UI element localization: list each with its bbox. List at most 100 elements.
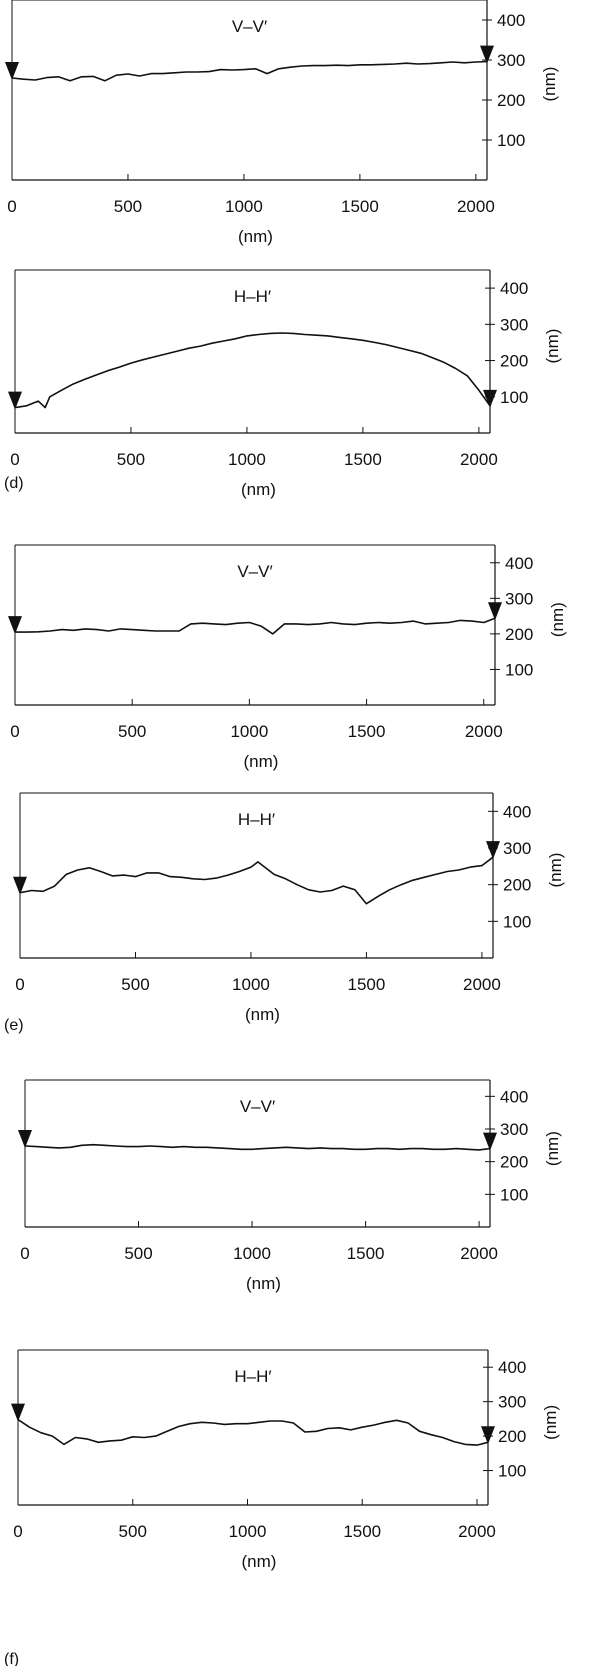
y-tick-label: 100 xyxy=(497,131,525,150)
y-tick-label: 200 xyxy=(500,1153,528,1172)
x-tick-label: 1500 xyxy=(344,450,382,469)
panel-label: (e) xyxy=(4,1017,24,1034)
profile-line xyxy=(11,60,488,82)
y-tick-label: 100 xyxy=(500,1185,528,1204)
y-tick-label: 400 xyxy=(498,1358,526,1377)
y-tick-label: 400 xyxy=(500,1087,528,1106)
x-tick-label: 2000 xyxy=(465,722,503,741)
y-tick-label: 400 xyxy=(500,279,528,298)
x-axis-title: (nm) xyxy=(246,1274,281,1293)
cursor-marker xyxy=(8,616,22,635)
cursor-marker xyxy=(5,62,19,80)
profile-panel-1: 0 500 1000 1500 2000 (nm) 100 200 300 400 (nm) V–V′ xyxy=(5,0,559,246)
x-tick-label: 2000 xyxy=(460,450,498,469)
profile-panel-5: 0 500 1000 1500 2000 (nm) 100 200 300 400 (nm) V–V′ xyxy=(18,1079,562,1293)
y-axis-title: (nm) xyxy=(548,602,567,637)
x-tick-label: 1000 xyxy=(230,722,268,741)
y-tick-label: 300 xyxy=(497,51,525,70)
y-tick-label: 300 xyxy=(505,589,533,608)
y-axis-title: (nm) xyxy=(543,329,562,364)
y-tick-label: 300 xyxy=(503,839,531,858)
x-tick-label: 500 xyxy=(118,722,146,741)
profile-line xyxy=(15,617,496,635)
x-tick-label: 0 xyxy=(10,722,19,741)
cursor-marker xyxy=(480,45,494,64)
y-tick-label: 100 xyxy=(505,660,533,679)
y-tick-label: 100 xyxy=(503,912,531,931)
y-tick-label: 400 xyxy=(505,554,533,573)
y-axis-title: (nm) xyxy=(541,1405,560,1440)
cursor-marker xyxy=(481,1426,495,1445)
x-tick-label: 1500 xyxy=(343,1522,381,1541)
x-tick-label: 500 xyxy=(117,450,145,469)
profile-panel-2: 0 500 1000 1500 2000 (nm) 100 200 300 400 (nm) H–H′… xyxy=(4,269,562,499)
x-tick-label: 2000 xyxy=(457,197,495,216)
x-tick-label: 1000 xyxy=(232,975,270,994)
x-axis-title: (nm) xyxy=(242,1552,277,1571)
x-tick-label: 1000 xyxy=(233,1244,271,1263)
y-tick-label: 300 xyxy=(498,1393,526,1412)
x-tick-label: 0 xyxy=(13,1522,22,1541)
x-tick-label: 500 xyxy=(124,1244,152,1263)
profile-line xyxy=(14,332,491,409)
x-axis-title: (nm) xyxy=(245,1005,280,1024)
x-tick-label: 500 xyxy=(119,1522,147,1541)
y-tick-label: 100 xyxy=(498,1462,526,1481)
y-tick-label: 200 xyxy=(503,876,531,895)
x-axis-title: (nm) xyxy=(244,752,279,771)
panel-label: (d) xyxy=(4,475,24,492)
profile-panel-3: 0 500 1000 1500 2000 (nm) 100 200 300 400 (nm) V–V′ xyxy=(8,544,567,771)
y-tick-label: 200 xyxy=(498,1427,526,1446)
panel-label: (f) xyxy=(4,1651,19,1666)
x-tick-label: 0 xyxy=(20,1244,29,1263)
x-tick-label: 500 xyxy=(121,975,149,994)
cursor-marker xyxy=(483,389,497,408)
y-tick-label: 200 xyxy=(505,625,533,644)
y-tick-label: 100 xyxy=(500,388,528,407)
cursor-marker xyxy=(18,1129,32,1148)
panel-title: V–V′ xyxy=(232,17,267,36)
x-tick-label: 1000 xyxy=(228,450,266,469)
x-tick-label: 2000 xyxy=(458,1522,496,1541)
x-tick-label: 1000 xyxy=(225,197,263,216)
y-tick-label: 200 xyxy=(497,91,525,110)
y-tick-label: 300 xyxy=(500,1120,528,1139)
y-tick-label: 300 xyxy=(500,315,528,334)
profile-panel-4: 0 500 1000 1500 2000 (nm) 100 200 300 400 (nm) H–H′… xyxy=(4,792,565,1034)
y-axis-title: (nm) xyxy=(540,67,559,102)
profile-line xyxy=(17,1418,489,1446)
x-tick-label: 500 xyxy=(114,197,142,216)
x-axis-title: (nm) xyxy=(238,227,273,246)
cursor-marker xyxy=(13,876,27,895)
x-tick-label: 1500 xyxy=(348,975,386,994)
profile-line xyxy=(24,1143,491,1151)
y-tick-label: 400 xyxy=(503,802,531,821)
x-tick-label: 0 xyxy=(7,197,16,216)
y-tick-label: 400 xyxy=(497,11,525,30)
cursor-marker xyxy=(483,1132,497,1151)
x-tick-label: 1500 xyxy=(348,722,386,741)
x-tick-label: 2000 xyxy=(460,1244,498,1263)
panel-title: H–H′ xyxy=(238,810,275,829)
x-tick-label: 2000 xyxy=(463,975,501,994)
panel-title: H–H′ xyxy=(234,1367,271,1386)
cursor-marker xyxy=(486,841,500,860)
panel-title: V–V′ xyxy=(240,1097,275,1116)
x-tick-label: 1000 xyxy=(229,1522,267,1541)
cursor-marker xyxy=(488,602,502,621)
y-axis-title: (nm) xyxy=(546,853,565,888)
panel-title: V–V′ xyxy=(237,562,272,581)
x-axis-title: (nm) xyxy=(241,480,276,499)
y-axis-title: (nm) xyxy=(543,1131,562,1166)
x-tick-label: 1500 xyxy=(341,197,379,216)
x-tick-label: 0 xyxy=(10,450,19,469)
profile-panel-6: 0 500 1000 1500 2000 (nm) 100 200 300 400 (nm) H–H′… xyxy=(4,1349,560,1666)
panel-title: H–H′ xyxy=(234,287,271,306)
y-tick-label: 200 xyxy=(500,352,528,371)
cursor-marker xyxy=(8,391,22,410)
profile-line xyxy=(19,856,494,905)
cursor-marker xyxy=(11,1403,25,1422)
x-tick-label: 1500 xyxy=(347,1244,385,1263)
x-tick-label: 0 xyxy=(15,975,24,994)
